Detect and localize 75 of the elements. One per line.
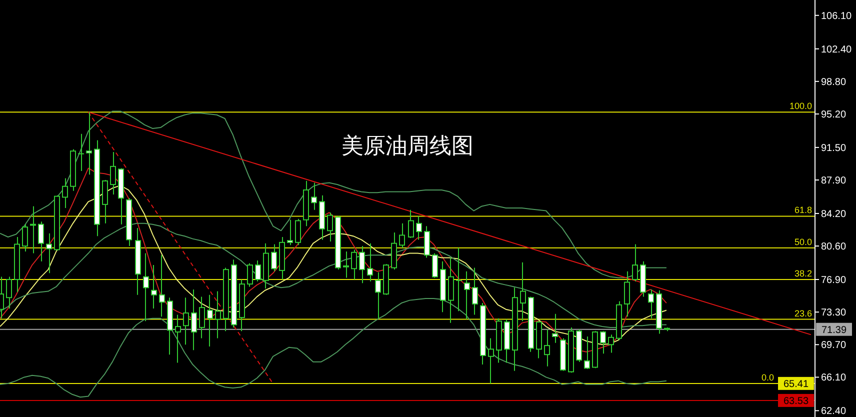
- text: 美原油周线图: [340, 134, 474, 160]
- candlestick: [488, 338, 494, 384]
- line-series: [0, 222, 667, 328]
- y-tick-label: 95.20: [821, 110, 846, 121]
- y-tick-label: 98.80: [821, 76, 846, 88]
- candlestick: [215, 290, 221, 339]
- y-tick-label: 106.10: [821, 10, 852, 22]
- candlestick: [247, 262, 253, 288]
- candlestick: [287, 219, 293, 246]
- y-tick-label: 73.30: [821, 308, 846, 319]
- annotation: 38.2: [794, 268, 812, 279]
- candlestick: [472, 267, 478, 316]
- candlestick: [151, 264, 157, 309]
- candlestick: [343, 250, 349, 278]
- annotation: 50.0: [794, 236, 812, 247]
- candlestick: [552, 313, 558, 344]
- candlestick: [311, 182, 317, 210]
- candlestick: [78, 133, 84, 172]
- candlestick: [327, 212, 333, 242]
- ref-line-label: 65.41: [783, 378, 809, 390]
- candlestick: [399, 222, 405, 248]
- candlestick: [432, 252, 438, 278]
- candlestick: [351, 249, 357, 280]
- y-tick-label: 102.40: [821, 44, 852, 56]
- candlestick: [648, 288, 654, 319]
- annotation: 0.0: [761, 372, 774, 382]
- candlestick: [159, 254, 165, 318]
- candlestick: [375, 272, 381, 319]
- candlestick: [416, 216, 422, 240]
- candlestick: [424, 226, 430, 258]
- candlestick: [102, 180, 108, 224]
- ref-line-label: 63.53: [783, 396, 809, 407]
- candlestick: [38, 221, 44, 262]
- candlestick: [175, 314, 181, 364]
- candlestick: [271, 244, 277, 272]
- candlestick: [62, 178, 68, 209]
- ref-line-label: 71.39: [821, 324, 847, 336]
- candlestick: [520, 262, 526, 322]
- y-tick-label: 76.90: [821, 275, 846, 286]
- candlestick: [584, 336, 590, 370]
- y-tick-label: 66.10: [821, 372, 846, 384]
- candlestick: [199, 296, 205, 339]
- candlestick: [295, 218, 301, 246]
- candlestick: [359, 246, 365, 284]
- candlestick: [600, 330, 606, 354]
- candlestick: [22, 224, 28, 252]
- candlestick: [624, 270, 630, 318]
- line-series: [0, 298, 667, 398]
- y-tick-label: 84.20: [821, 209, 846, 220]
- candlestick: [86, 112, 92, 176]
- candlestick: [408, 209, 414, 238]
- candlestick: [207, 294, 213, 347]
- candlestick: [110, 151, 116, 195]
- candlestick: [255, 260, 261, 282]
- candlestick: [6, 276, 12, 309]
- candlestick: [632, 244, 638, 282]
- y-tick-label: 91.50: [821, 142, 846, 154]
- candlestick: [544, 328, 550, 367]
- candlestick: [464, 270, 470, 320]
- line-series: [0, 110, 667, 278]
- candlestick: [46, 232, 52, 274]
- y-tick-label: 69.70: [821, 340, 846, 352]
- candlestick: [143, 252, 149, 322]
- candlestick: [456, 247, 462, 312]
- annotation: 23.6: [794, 308, 812, 318]
- y-tick-label: 87.90: [821, 176, 846, 187]
- candlestick: [191, 288, 197, 351]
- candlestick: [183, 297, 189, 346]
- annotation: 61.8: [794, 205, 812, 216]
- y-tick-label: 62.40: [821, 406, 846, 417]
- candlestick: [367, 242, 373, 282]
- annotation: 100.0: [789, 101, 812, 112]
- candlestick: [448, 257, 454, 324]
- y-tick-label: 80.60: [821, 242, 846, 253]
- candlestick: [608, 334, 614, 354]
